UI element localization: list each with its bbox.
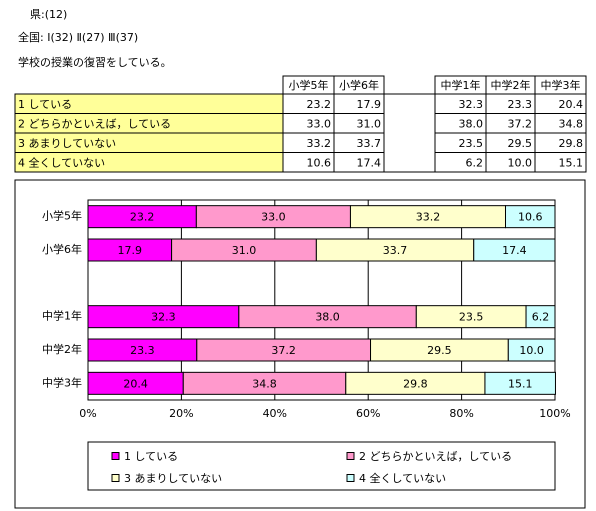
y-tick-label: 中学3年 <box>42 375 82 389</box>
legend-label: 3 あまりしていない <box>124 472 222 485</box>
table-value: 23.2 <box>307 98 332 111</box>
legend-label: 1 している <box>124 450 178 463</box>
data-label: 38.0 <box>315 311 340 324</box>
table-row-label: 1 している <box>18 98 72 111</box>
table-value: 23.3 <box>508 98 533 111</box>
table-row-label: 3 あまりしていない <box>18 137 116 150</box>
bar-segment <box>473 238 556 262</box>
data-label: 33.7 <box>383 244 408 257</box>
data-label: 23.5 <box>459 311 484 324</box>
prefecture: 県:(12) <box>30 8 67 21</box>
table-header: 中学2年 <box>491 78 531 92</box>
legend-swatch <box>346 474 355 482</box>
legend-box <box>87 441 556 491</box>
x-tick-label: 20% <box>169 407 193 420</box>
question: 学校の授業の復習をしている。 <box>18 55 172 69</box>
y-tick-label: 小学5年 <box>42 209 82 223</box>
table-value: 33.0 <box>307 117 332 130</box>
data-label: 31.0 <box>232 244 257 257</box>
table-header: 小学5年 <box>289 78 329 92</box>
data-label: 17.9 <box>118 244 143 257</box>
data-label: 37.2 <box>271 344 296 357</box>
data-label: 29.5 <box>427 344 452 357</box>
table-value: 20.4 <box>559 98 584 111</box>
bar-segment <box>525 305 556 329</box>
table-value: 37.2 <box>508 117 533 130</box>
y-tick-label: 小学6年 <box>42 242 82 256</box>
data-label: 6.2 <box>532 311 550 324</box>
data-label: 15.1 <box>508 377 533 390</box>
data-label: 32.3 <box>151 311 176 324</box>
data-label: 17.4 <box>502 244 527 257</box>
table-value: 23.5 <box>459 137 484 150</box>
x-tick-label: 40% <box>263 407 287 420</box>
table-value: 33.7 <box>357 137 382 150</box>
data-label: 33.2 <box>416 211 441 224</box>
plot-area <box>87 199 556 401</box>
legend-label: 2 どちらかといえば，している <box>359 450 512 463</box>
table-value: 32.3 <box>459 98 484 111</box>
table-value: 10.0 <box>508 156 533 169</box>
bar-segment <box>507 338 556 362</box>
table-header: 小学6年 <box>339 78 379 92</box>
table-cell <box>333 152 385 173</box>
national: 全国: Ⅰ(32) Ⅱ(27) Ⅲ(37) <box>18 30 138 44</box>
table-header: 中学3年 <box>541 78 581 92</box>
x-tick-label: 80% <box>449 407 473 420</box>
legend-swatch <box>111 474 120 482</box>
data-label: 23.2 <box>130 211 155 224</box>
table-value: 31.0 <box>357 117 382 130</box>
x-tick-label: 0% <box>79 407 96 420</box>
bar-segment <box>484 371 556 395</box>
data-label: 23.3 <box>130 344 155 357</box>
data-label: 29.8 <box>403 377 428 390</box>
table-value: 6.2 <box>466 156 484 169</box>
data-label: 10.6 <box>518 211 543 224</box>
table-value: 29.5 <box>508 137 533 150</box>
table-value: 38.0 <box>459 117 484 130</box>
bar-segment <box>504 205 556 229</box>
x-tick-label: 100% <box>539 407 570 420</box>
table-value: 29.8 <box>559 137 584 150</box>
x-tick-label: 60% <box>356 407 380 420</box>
legend-swatch <box>111 452 120 460</box>
table-value: 17.4 <box>357 156 382 169</box>
legend-swatch <box>346 452 355 460</box>
table-header: 中学1年 <box>441 78 481 92</box>
table-value: 33.2 <box>307 137 332 150</box>
data-label: 34.8 <box>252 377 277 390</box>
y-tick-label: 中学1年 <box>42 309 82 323</box>
table-value: 34.8 <box>559 117 584 130</box>
y-tick-label: 中学2年 <box>42 342 82 356</box>
data-label: 20.4 <box>123 377 148 390</box>
legend-label: 4 全くしていない <box>359 471 446 485</box>
table-value: 10.6 <box>307 156 332 169</box>
data-label: 10.0 <box>519 344 544 357</box>
table-cell <box>534 152 587 173</box>
table-header-blank <box>15 76 283 94</box>
table-row-label: 2 どちらかといえば，している <box>18 117 171 130</box>
table-row-label: 4 全くしていない <box>18 155 105 169</box>
table-value: 15.1 <box>559 156 584 169</box>
data-label: 33.0 <box>261 211 286 224</box>
table-value: 17.9 <box>357 98 382 111</box>
